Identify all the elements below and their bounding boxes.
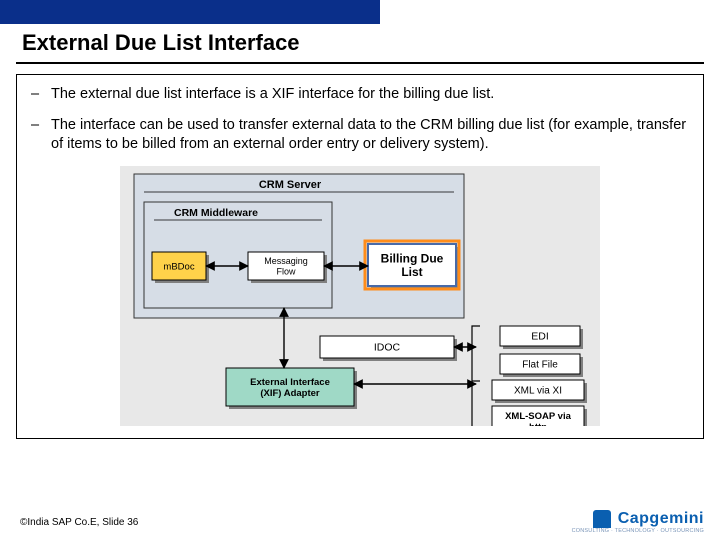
title-underline — [16, 62, 704, 64]
svg-text:(XIF) Adapter: (XIF) Adapter — [260, 387, 320, 398]
svg-text:IDOC: IDOC — [374, 341, 401, 353]
logo-tagline: CONSULTING · TECHNOLOGY · OUTSOURCING — [572, 528, 704, 534]
svg-text:Billing Due: Billing Due — [381, 251, 444, 265]
footer-text: ©India SAP Co.E, Slide 36 — [20, 517, 138, 528]
bullet-item: – The interface can be used to transfer … — [31, 116, 689, 154]
bullet-dash: – — [31, 116, 51, 135]
bullet-dash: – — [31, 85, 51, 104]
svg-text:EDI: EDI — [531, 330, 549, 342]
content-panel: – The external due list interface is a X… — [16, 74, 704, 439]
bullet-item: – The external due list interface is a X… — [31, 85, 689, 104]
architecture-diagram: CRM ServerCRM MiddlewaremBDocMessagingFl… — [120, 166, 600, 426]
svg-text:Messaging: Messaging — [264, 256, 308, 266]
brand-logo: Capgemini CONSULTING · TECHNOLOGY · OUTS… — [572, 510, 704, 534]
diagram-container: CRM ServerCRM MiddlewaremBDocMessagingFl… — [31, 166, 689, 426]
svg-text:List: List — [401, 265, 422, 279]
svg-text:Flow: Flow — [276, 266, 296, 276]
logo-text: Capgemini — [618, 510, 704, 527]
svg-text:XML via XI: XML via XI — [514, 385, 562, 396]
svg-text:mBDoc: mBDoc — [163, 261, 194, 272]
bullet-text: The interface can be used to transfer ex… — [51, 116, 689, 154]
spade-icon — [593, 510, 611, 528]
svg-text:External Interface: External Interface — [250, 376, 330, 387]
bullet-text: The external due list interface is a XIF… — [51, 85, 689, 104]
svg-text:CRM Middleware: CRM Middleware — [174, 207, 258, 219]
header-accent-bar — [0, 0, 380, 24]
svg-text:CRM Server: CRM Server — [259, 179, 322, 191]
page-title: External Due List Interface — [0, 24, 720, 62]
svg-text:Flat File: Flat File — [522, 359, 558, 370]
svg-text:XML-SOAP via: XML-SOAP via — [505, 410, 572, 421]
svg-text:http: http — [529, 421, 547, 425]
